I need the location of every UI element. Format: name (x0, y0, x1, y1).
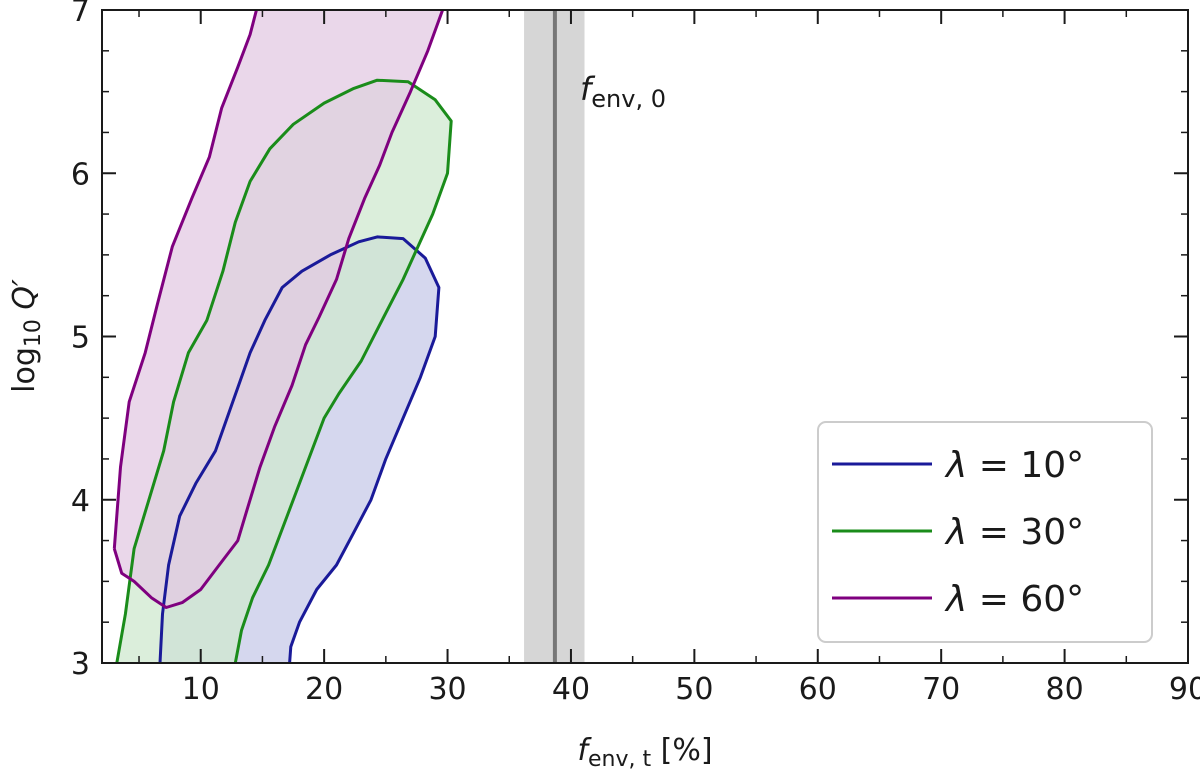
x-axis-label: fenv, t [%] (577, 733, 712, 772)
series-outline-0 (158, 235, 441, 663)
x-tick-label: 30 (428, 672, 466, 707)
y-tick-label: 3 (71, 647, 90, 682)
series-outline-2 (112, 10, 445, 609)
y-tick-label: 7 (71, 0, 90, 29)
x-tick-label: 40 (552, 672, 590, 707)
axis-ticks: 10 20 30 40 50 60 70 80 90 3 4 5 6 7 (71, 0, 1200, 707)
x-tick-label: 20 (305, 672, 343, 707)
legend-label-0: λ = 10° (944, 445, 1084, 486)
series-outline-1 (115, 78, 453, 663)
x-tick-label: 10 (182, 672, 220, 707)
x-tick-label: 90 (1169, 672, 1200, 707)
legend-label-2: λ = 60° (944, 579, 1084, 620)
legend: λ = 10° λ = 30° λ = 60° (817, 421, 1153, 643)
y-tick-label: 6 (71, 157, 90, 192)
plot-clip-group (112, 10, 585, 663)
vline-annotation: fenv, 0 (580, 70, 666, 113)
y-tick-label: 4 (71, 484, 90, 519)
y-axis-label: log10 Q′ (7, 279, 46, 393)
x-tick-label: 50 (675, 672, 713, 707)
legend-box (817, 421, 1153, 643)
x-tick-label: 60 (799, 672, 837, 707)
series-fill-2 (114, 10, 443, 608)
y-tick-label: 5 (71, 321, 90, 356)
x-tick-label: 70 (922, 672, 960, 707)
x-tick-label: 80 (1045, 672, 1083, 707)
legend-label-1: λ = 30° (944, 512, 1084, 553)
plot-area (112, 10, 585, 663)
